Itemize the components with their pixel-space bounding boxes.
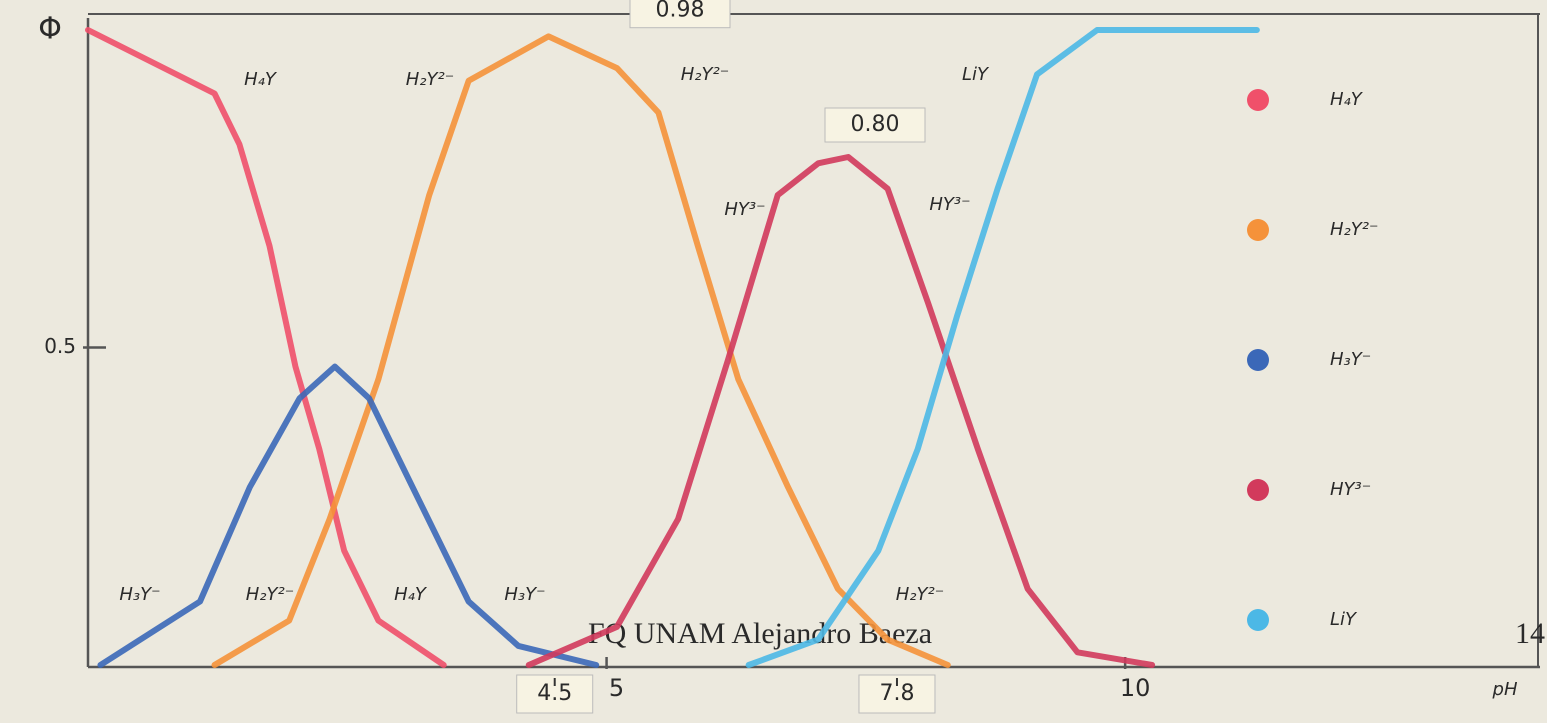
- curve-label: LiY: [962, 64, 990, 85]
- legend-marker: [1247, 479, 1269, 501]
- curve-label: H₂Y²⁻: [681, 64, 729, 85]
- line: [525, 154, 1156, 668]
- peak-label: 0.80: [851, 112, 900, 137]
- curve-label: H₂Y²⁻: [896, 584, 944, 605]
- peak-label: 0.98: [656, 0, 705, 23]
- line: [85, 27, 447, 668]
- curve-label: H₂Y²⁻: [406, 69, 454, 90]
- legend-marker: [1247, 609, 1269, 631]
- line: [745, 27, 1260, 668]
- peak-label-box: [629, 0, 731, 29]
- y-axis-label: Φ: [38, 12, 62, 47]
- peak-label-box: [824, 107, 926, 143]
- legend-marker: [1247, 349, 1269, 371]
- curve-label: H₄Y: [394, 584, 428, 605]
- x-axis-label: pH: [1492, 679, 1518, 700]
- page-number: 14: [1515, 617, 1545, 650]
- curve-label: HY³⁻: [929, 194, 970, 215]
- x-tick-label: 10: [1120, 674, 1151, 702]
- legend-label: LiY: [1330, 609, 1358, 630]
- legend-label: H₂Y²⁻: [1330, 219, 1378, 240]
- x-tick-label: 5: [609, 674, 624, 702]
- curve-label: H₂Y²⁻: [246, 584, 294, 605]
- curve-label: H₃Y⁻: [119, 584, 160, 605]
- curve-label: H₄Y: [244, 69, 278, 90]
- line: [97, 363, 600, 668]
- curve-label: HY³⁻: [724, 199, 765, 220]
- legend-label: H₄Y: [1330, 89, 1364, 110]
- line: [211, 33, 951, 668]
- legend-label: H₃Y⁻: [1330, 349, 1371, 370]
- x-marker-label: 4.5: [537, 681, 572, 706]
- x-marker-label: 7.8: [879, 681, 914, 706]
- y-tick-label: 0.5: [44, 334, 76, 358]
- legend-marker: [1247, 219, 1269, 241]
- legend-label: HY³⁻: [1330, 479, 1371, 500]
- legend-marker: [1247, 89, 1269, 111]
- curve-label: H₃Y⁻: [504, 584, 545, 605]
